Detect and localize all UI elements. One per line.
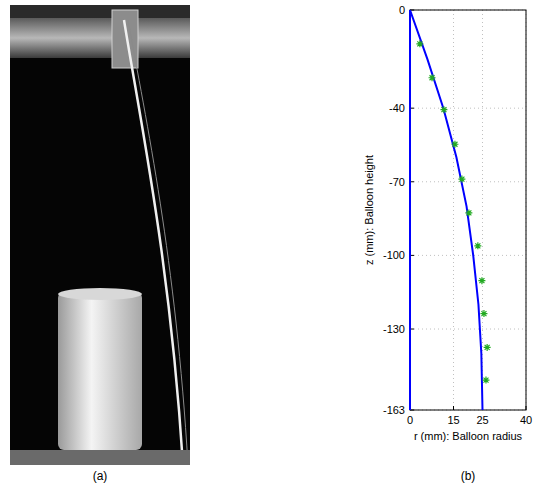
data-point (416, 40, 423, 47)
data-point (474, 242, 481, 249)
tick-label: -163 (383, 404, 405, 416)
grid-line (482, 10, 483, 410)
asterisk (480, 310, 487, 317)
tick-label: 25 (476, 414, 488, 426)
spindle-base (10, 450, 190, 465)
eyelet (112, 10, 138, 68)
caption: (b) (461, 469, 476, 483)
package-top (58, 288, 142, 300)
asterisk (484, 344, 491, 351)
plot-frame (410, 10, 526, 410)
asterisk (416, 40, 423, 47)
data-point (429, 74, 436, 81)
data-point (451, 141, 458, 148)
grid-line (410, 181, 526, 182)
grid-line (410, 255, 526, 256)
package (58, 292, 142, 450)
tick-label: 0 (399, 4, 405, 16)
tick-label: -130 (383, 323, 405, 335)
photo-background (10, 5, 190, 465)
asterisk (474, 242, 481, 249)
asterisk (451, 141, 458, 148)
plot-area (410, 10, 526, 410)
data-point (458, 176, 465, 183)
axis-title: r (mm): Balloon radius (414, 430, 523, 442)
model-curve (410, 10, 483, 410)
grid-line (453, 10, 454, 410)
tick-label: -40 (389, 102, 405, 114)
caption: (a) (93, 469, 108, 483)
tick-label: -70 (389, 176, 405, 188)
grid-line (410, 108, 526, 109)
data-point (440, 106, 447, 113)
asterisk (458, 176, 465, 183)
data-point (482, 377, 489, 384)
grid-line (410, 10, 411, 410)
data-point (484, 344, 491, 351)
ticks: 0-40-70-100-130-1630152540 (383, 4, 532, 426)
asterisk (482, 377, 489, 384)
grid (410, 10, 526, 410)
figure: (a)0-40-70-100-130-1630152540r (mm): Bal… (0, 0, 556, 486)
asterisk (465, 209, 472, 216)
data-point (478, 277, 485, 284)
tick-label: 40 (520, 414, 532, 426)
data-layer (410, 10, 491, 410)
tick-mark (453, 406, 454, 410)
asterisk (440, 106, 447, 113)
data-point (480, 310, 487, 317)
asterisk (478, 277, 485, 284)
data-point (465, 209, 472, 216)
photo (10, 5, 190, 465)
tick-label: 0 (407, 414, 413, 426)
tick-label: -100 (383, 249, 405, 261)
asterisk (429, 74, 436, 81)
guide-top (10, 5, 190, 18)
axis-title: z (mm): Balloon height (363, 155, 375, 265)
grid-line (410, 329, 526, 330)
guide-bar (10, 18, 190, 58)
axis-line (409, 10, 411, 410)
tick-label: 15 (447, 414, 459, 426)
